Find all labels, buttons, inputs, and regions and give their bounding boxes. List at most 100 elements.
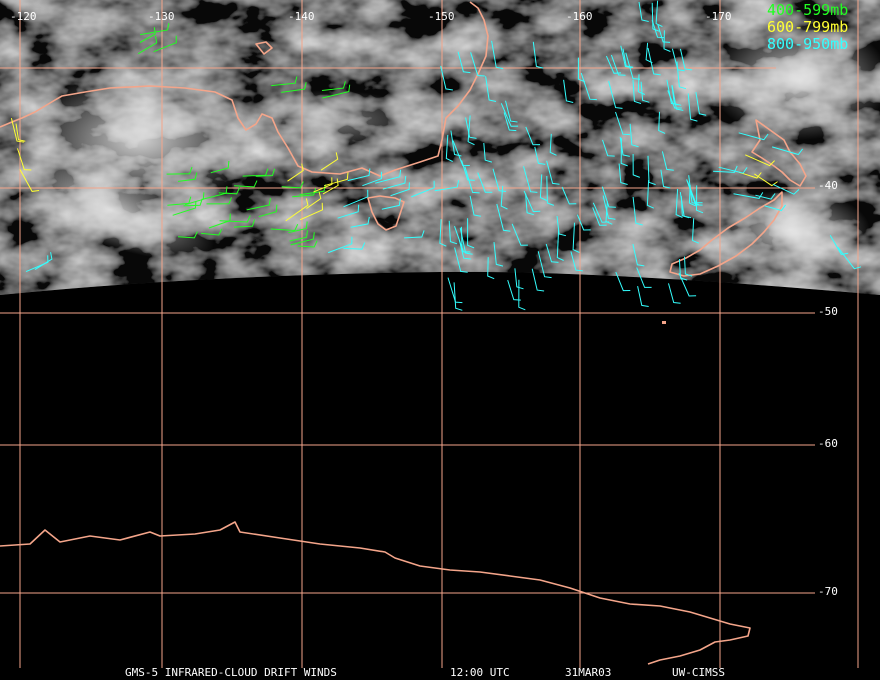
cloud-mass — [710, 20, 880, 140]
wind-barb — [458, 239, 471, 260]
wind-barb — [764, 204, 786, 212]
wind-barb — [668, 283, 681, 304]
wind-barb — [738, 171, 762, 179]
wind-barb — [545, 243, 559, 263]
wind-barb — [448, 220, 458, 245]
wind-barb — [381, 198, 401, 210]
wind-barb — [525, 193, 534, 216]
wind-barb — [289, 230, 308, 242]
wind-barb — [688, 175, 699, 205]
wind-barb — [556, 229, 564, 261]
nz-south-coast — [669, 191, 783, 277]
wind-barb — [525, 126, 541, 146]
wind-barb — [467, 115, 475, 146]
wind-barb — [404, 230, 425, 239]
wind-barb — [172, 200, 197, 216]
wind-barb — [447, 277, 463, 304]
wind-barb — [34, 252, 53, 271]
wind-barb — [679, 48, 692, 71]
wind-barb — [465, 117, 477, 139]
legend: 400-599mb 600-799mb 800-950mb — [767, 1, 848, 53]
wind-barb — [485, 76, 497, 102]
wind-barb — [469, 195, 481, 217]
small-island — [255, 41, 273, 55]
legend-entry: 600-799mb — [767, 18, 848, 36]
wind-barb — [242, 168, 269, 177]
wind-barb — [666, 79, 679, 106]
wind-barb — [496, 203, 511, 232]
wind-barb — [492, 168, 507, 192]
wind-barb — [440, 65, 453, 91]
wind-barb — [208, 213, 231, 229]
wind-barb — [491, 40, 504, 70]
time: 12:00 UTC — [450, 666, 510, 679]
wind-barbs — [10, 0, 862, 311]
wind-barb — [439, 219, 447, 247]
wind-barb — [285, 198, 309, 222]
wind-barb — [687, 93, 698, 122]
wind-barb — [500, 103, 519, 127]
wind-barb — [287, 163, 304, 182]
wind-barb — [680, 195, 690, 219]
wind-barb — [328, 236, 353, 254]
wind-barb — [744, 154, 775, 167]
wind-barb — [539, 174, 548, 201]
wind-barb — [645, 42, 653, 64]
wind-barb — [459, 227, 473, 255]
wind-barb — [608, 80, 623, 109]
latitude-label: -40 — [818, 179, 838, 192]
wind-barb — [178, 172, 198, 182]
wind-barb — [299, 202, 324, 221]
wind-barb — [563, 79, 574, 103]
latitude-label: -50 — [818, 305, 838, 318]
australia-coast — [0, 1, 489, 177]
wind-barb — [733, 192, 764, 199]
longitude-label: -120 — [10, 10, 37, 23]
wind-barb — [322, 84, 351, 99]
wind-barb — [350, 216, 370, 228]
wind-barb — [837, 246, 862, 270]
wind-barb — [772, 183, 800, 195]
wind-barb — [738, 132, 769, 141]
tasmania-coast — [367, 195, 405, 231]
nz-north-coast — [751, 119, 807, 187]
wind-barb — [632, 79, 642, 104]
wind-barb — [281, 82, 307, 93]
legend-entry: 400-599mb — [767, 1, 848, 19]
wind-barb — [343, 189, 369, 208]
wind-barb — [576, 214, 591, 231]
wind-barb — [500, 185, 508, 210]
wind-barb — [531, 268, 545, 292]
wind-barb — [467, 218, 475, 249]
wind-barb — [271, 76, 298, 87]
wind-barb — [534, 146, 546, 165]
wind-barb — [505, 100, 518, 123]
wind-barb — [322, 178, 339, 195]
wind-barb — [771, 146, 803, 156]
wind-barb — [592, 202, 610, 223]
wind-barb — [678, 272, 697, 297]
wind-barb — [629, 123, 639, 148]
wind-barb — [233, 219, 256, 228]
wind-barb — [647, 47, 661, 76]
wind-barb — [537, 251, 552, 279]
wind-barb — [281, 181, 304, 189]
coastlines — [0, 1, 807, 665]
wind-barb — [618, 163, 628, 185]
wind-barb — [754, 173, 778, 187]
wind-barb — [258, 204, 278, 218]
wind-barb — [167, 196, 192, 206]
longitude-label: -150 — [428, 10, 455, 23]
wind-barb — [660, 169, 671, 189]
wind-barb — [292, 188, 317, 198]
wind-barb — [514, 268, 524, 290]
wind-barb — [601, 186, 616, 208]
wind-barb — [532, 41, 544, 69]
antarctica-coast — [0, 521, 751, 665]
wind-barb — [556, 216, 567, 237]
wind-barb — [523, 190, 541, 213]
wind-barb — [201, 228, 223, 236]
wind-barb — [663, 30, 671, 52]
wind-barb — [452, 140, 470, 167]
